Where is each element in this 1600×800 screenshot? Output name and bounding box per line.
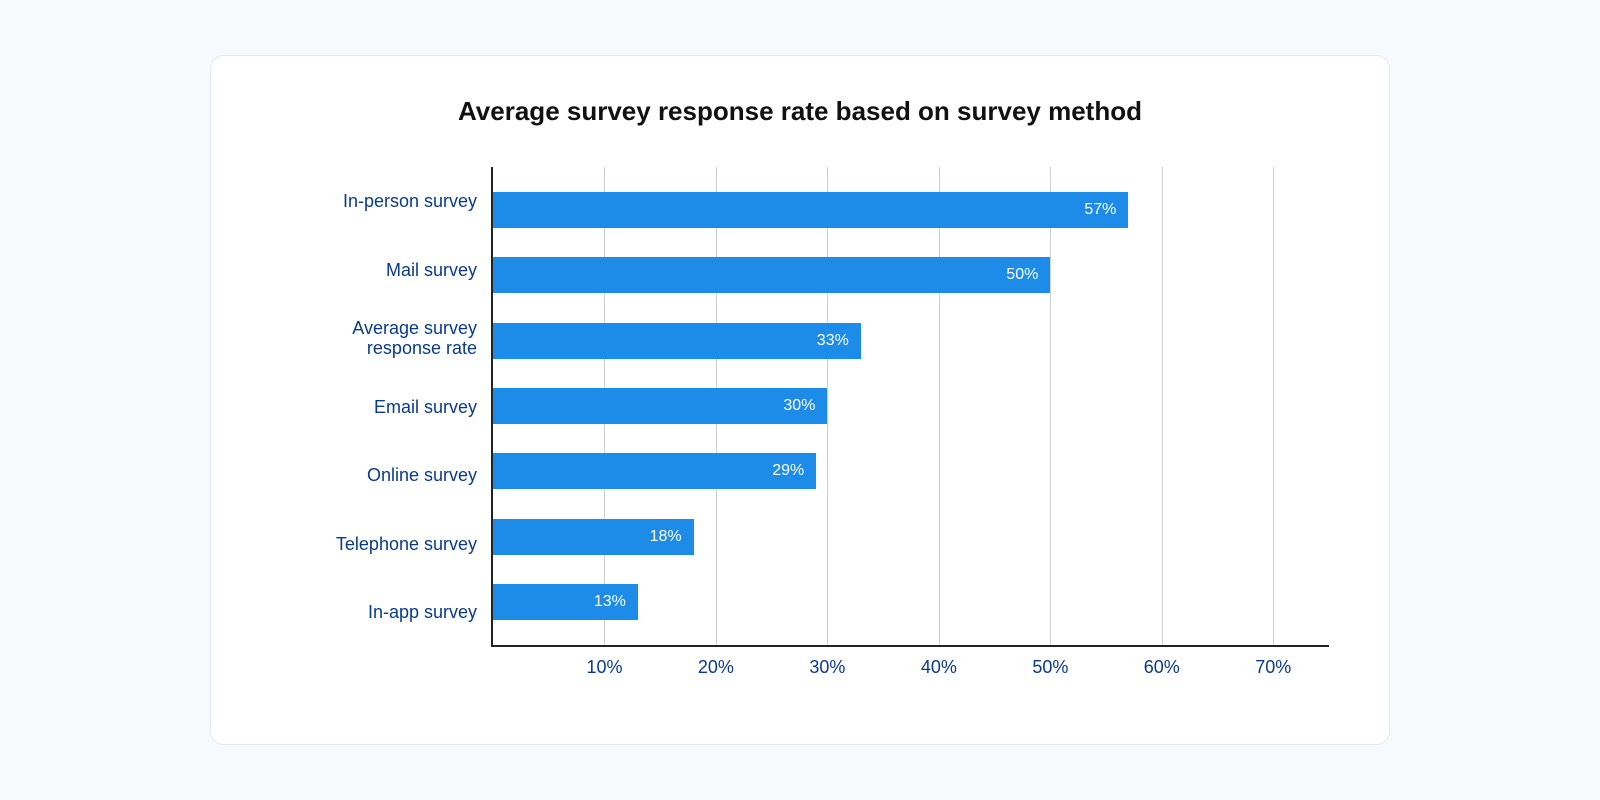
category-label: In-person survey xyxy=(271,171,477,231)
bar: 13% xyxy=(493,584,638,620)
x-axis: 10% 20% 30% 40% 50% 60% 70% xyxy=(493,645,1329,685)
category-label: Email survey xyxy=(271,377,477,437)
category-label: Online survey xyxy=(271,446,477,506)
category-label: In-app survey xyxy=(271,583,477,643)
bar-row: 33% xyxy=(493,311,1329,371)
category-label: Telephone survey xyxy=(271,514,477,574)
bar: 30% xyxy=(493,388,827,424)
chart-area: In-person survey Mail survey Average surve… xyxy=(271,167,1329,647)
bar: 29% xyxy=(493,453,816,489)
bar-row: 29% xyxy=(493,441,1329,501)
x-tick-label: 30% xyxy=(809,657,845,678)
bar-row: 13% xyxy=(493,572,1329,632)
x-tick-label: 70% xyxy=(1255,657,1291,678)
bar-row: 18% xyxy=(493,507,1329,567)
grid-line xyxy=(1162,167,1163,645)
grid-line xyxy=(827,167,828,645)
x-tick-label: 60% xyxy=(1144,657,1180,678)
grid-line xyxy=(1050,167,1051,645)
bar: 33% xyxy=(493,323,861,359)
bar: 57% xyxy=(493,192,1128,228)
category-label: Average surveyresponse rate xyxy=(271,308,477,368)
x-tick-label: 50% xyxy=(1032,657,1068,678)
grid-line xyxy=(939,167,940,645)
bar: 50% xyxy=(493,257,1050,293)
chart-title: Average survey response rate based on su… xyxy=(271,96,1329,127)
x-tick-label: 20% xyxy=(698,657,734,678)
x-tick-label: 40% xyxy=(921,657,957,678)
x-tick-label: 10% xyxy=(586,657,622,678)
chart-card: Average survey response rate based on su… xyxy=(210,55,1390,745)
y-axis-labels: In-person survey Mail survey Average surve… xyxy=(271,167,491,647)
bar: 18% xyxy=(493,519,694,555)
category-label: Mail survey xyxy=(271,240,477,300)
bar-row: 50% xyxy=(493,245,1329,305)
bars-container: 57% 50% 33% 30% 29% 18% 13% xyxy=(493,167,1329,645)
grid-line xyxy=(1273,167,1274,645)
plot-area: 57%50%33%30%29%18%13% 10%20%30%40%50%60%… xyxy=(491,167,1329,647)
bar-row: 30% xyxy=(493,376,1329,436)
bar-row: 57% xyxy=(493,180,1329,240)
